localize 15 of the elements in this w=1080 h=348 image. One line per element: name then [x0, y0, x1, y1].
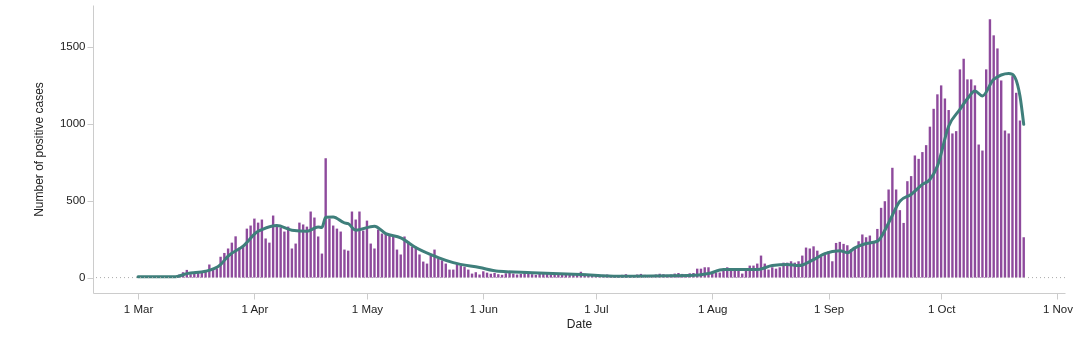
x-tick-label: 1 Mar [123, 302, 154, 315]
y-tick-label: 1500 [59, 40, 86, 53]
x-tick-label: 1 Nov [1042, 302, 1074, 315]
x-tick-label: 1 Oct [927, 302, 957, 315]
y-tick-label: 1000 [59, 117, 86, 130]
y-tick-label: 500 [66, 194, 86, 207]
x-tick-label: 1 Jul [584, 302, 609, 315]
x-tick-label: 1 May [351, 302, 384, 315]
y-axis-title: Number of positive cases [31, 82, 46, 217]
x-tick-label: 1 Jun [469, 302, 498, 315]
x-tick-label: 1 Sep [814, 302, 845, 315]
x-tick-label: 1 Apr [241, 302, 269, 315]
x-tick-label: 1 Aug [698, 302, 728, 315]
x-axis-title: Date [566, 317, 593, 331]
y-tick-label: 0 [79, 271, 86, 284]
